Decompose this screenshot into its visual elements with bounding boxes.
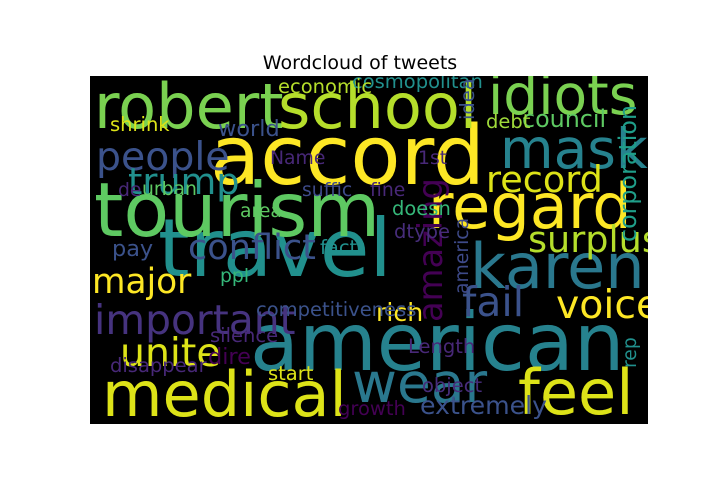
- word-dire: dire: [208, 344, 251, 370]
- word-tourism: tourism: [94, 166, 380, 254]
- word-record: record: [486, 158, 603, 201]
- word-america: america: [452, 218, 473, 294]
- word-karen: karen: [470, 230, 645, 303]
- word-growth: growth: [338, 397, 406, 420]
- word-travel: travel: [158, 202, 392, 296]
- word-important: important: [94, 296, 296, 344]
- word-object: object: [422, 374, 482, 397]
- word-people: people: [96, 134, 230, 180]
- word-corporation: corporation: [614, 105, 642, 242]
- word-start: start: [268, 362, 314, 385]
- word-ppl: ppl: [220, 266, 249, 287]
- word-american: american: [250, 296, 625, 389]
- word-accord: accord: [210, 109, 485, 204]
- word-urban: urban: [142, 179, 197, 200]
- word-voice: voice: [556, 282, 648, 328]
- word-1st: 1st: [418, 148, 447, 169]
- word-fact: fact: [320, 236, 358, 259]
- word-ideal: ideal: [456, 76, 479, 120]
- word-shrink: shrink: [110, 113, 170, 136]
- word-suffic: suffic: [302, 180, 352, 201]
- word-rich: rich: [376, 298, 423, 327]
- word-dtype: dtype: [394, 220, 450, 243]
- wordcloud-canvas: accordtravelamericantourismrobertschoolr…: [90, 76, 648, 424]
- word-major: major: [92, 262, 192, 302]
- word-conflict: conflict: [188, 227, 316, 268]
- word-length: Length: [408, 335, 475, 358]
- word-disappear: disappear: [110, 354, 208, 377]
- word-school: school: [278, 76, 477, 143]
- word-silence: silence: [210, 324, 278, 347]
- word-layer: accordtravelamericantourismrobertschoolr…: [92, 76, 648, 424]
- word-surplus: surplus: [528, 218, 648, 261]
- word-economic: economic: [278, 76, 372, 98]
- word-rep: rep: [620, 337, 641, 368]
- word-world: world: [218, 116, 280, 142]
- word-cosmopolitan: cosmopolitan: [352, 76, 483, 93]
- word-mask: mask: [500, 117, 648, 181]
- word-competitiveness: competitiveness: [256, 298, 416, 321]
- word-extremely: extremely: [420, 391, 547, 420]
- word-pay: pay: [112, 236, 153, 262]
- word-name: Name: [270, 148, 325, 169]
- word-debt: debt: [486, 110, 531, 133]
- word-wear: wear: [352, 351, 488, 415]
- word-robert: robert: [94, 76, 284, 143]
- chart-title: Wordcloud of tweets: [262, 52, 458, 74]
- word-de: de: [118, 180, 141, 201]
- word-fail: fail: [462, 278, 524, 326]
- word-council: council: [522, 105, 606, 133]
- word-trump: trump: [128, 160, 239, 203]
- word-fine: fine: [370, 180, 405, 201]
- word-amazing: amazing: [411, 178, 450, 322]
- word-feel: feel: [518, 356, 634, 424]
- word-medical: medical: [102, 358, 347, 424]
- word-area: area: [240, 201, 282, 222]
- word-regard: regard: [428, 170, 632, 243]
- word-unite: unite: [120, 330, 221, 376]
- word-idiots: idiots: [488, 76, 637, 127]
- word-doesn: doesn: [392, 197, 451, 220]
- wordcloud-background: [90, 76, 648, 424]
